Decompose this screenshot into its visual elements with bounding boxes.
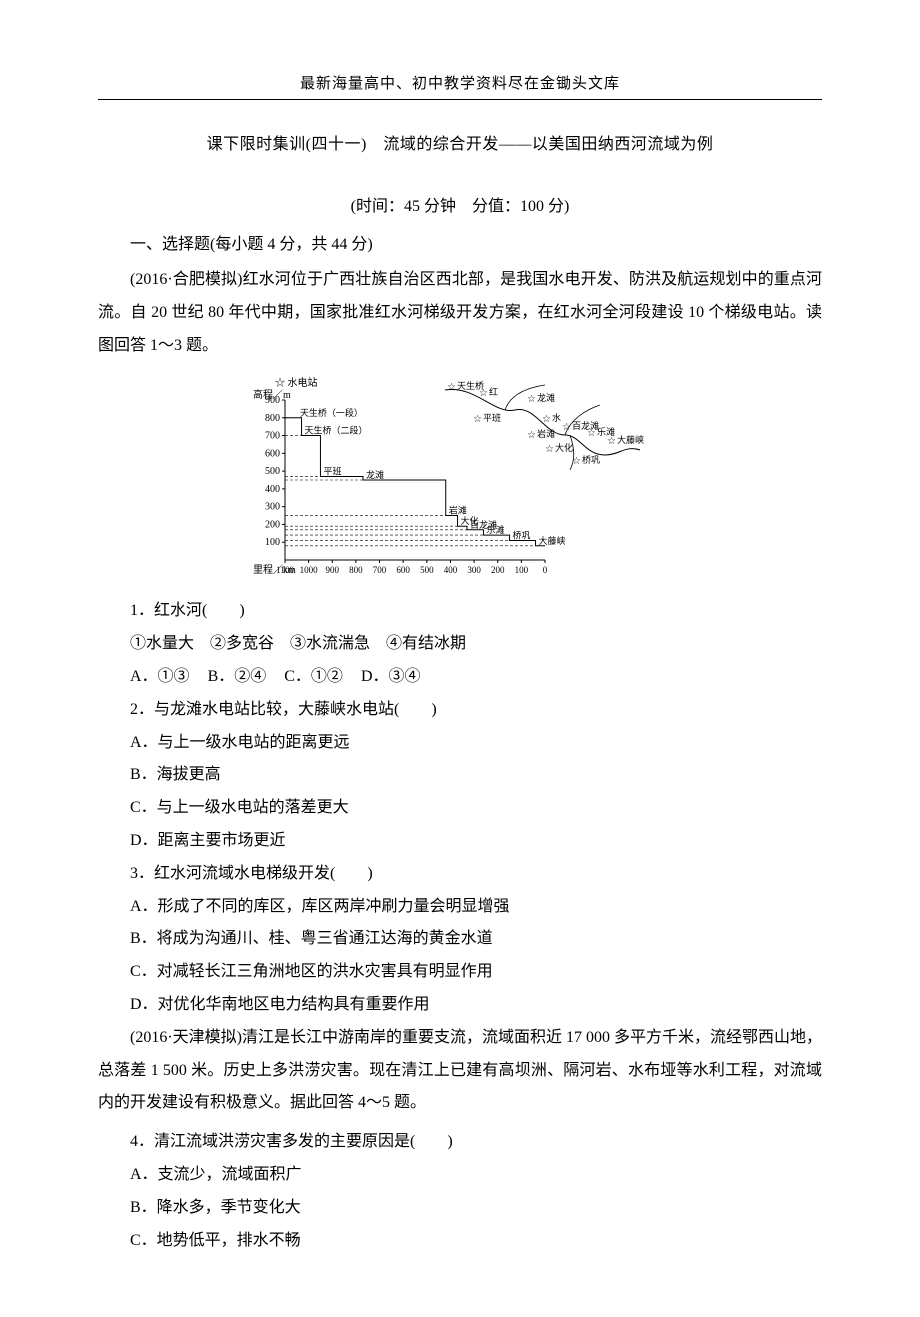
q3-opt-c: C．对减轻长江三角洲地区的洪水灾害具有明显作用 (98, 956, 822, 989)
svg-text:红: 红 (489, 386, 498, 397)
svg-text:700: 700 (373, 565, 387, 575)
svg-text:☆: ☆ (479, 388, 488, 399)
svg-text:400: 400 (444, 565, 458, 575)
q2-opt-d: D．距离主要市场更近 (98, 825, 822, 858)
svg-text:☆: ☆ (527, 430, 536, 441)
q1-items: ①水量大 ②多宽谷 ③水流湍急 ④有结冰期 (98, 628, 822, 661)
q4-opt-c: C．地势低平，排水不畅 (98, 1225, 822, 1258)
svg-text:900: 900 (265, 395, 280, 406)
svg-text:500: 500 (420, 565, 434, 575)
q3-opt-b: B．将成为沟通川、桂、粤三省通江达海的黄金水道 (98, 923, 822, 956)
svg-text:☆: ☆ (447, 382, 456, 393)
doc-title: 课下限时集训(四十一) 流域的综合开发——以美国田纳西河流域为例 (98, 130, 822, 154)
svg-text:300: 300 (265, 502, 280, 513)
svg-text:里程／km: 里程／km (253, 564, 296, 576)
svg-text:100: 100 (515, 565, 529, 575)
passage-2: (2016·天津模拟)清江是长江中游南岸的重要支流，流域面积近 17 000 多… (98, 1022, 822, 1120)
section-heading: 一、选择题(每小题 4 分，共 44 分) (98, 230, 822, 254)
svg-text:大藤峡: 大藤峡 (539, 535, 566, 546)
q4-opt-a: A．支流少，流域面积广 (98, 1159, 822, 1192)
q2-opt-b: B．海拔更高 (98, 759, 822, 792)
svg-text:天生桥（一段）: 天生桥（一段） (300, 407, 363, 418)
svg-text:乐滩: 乐滩 (487, 525, 505, 536)
q1-opt-a: A．①③ (130, 668, 190, 685)
time-info: (时间：45 分钟 分值：100 分) (98, 192, 822, 216)
q1-stem: 1．红水河( ) (98, 595, 822, 628)
q3-opt-d: D．对优化华南地区电力结构具有重要作用 (98, 989, 822, 1022)
svg-text:400: 400 (265, 484, 280, 495)
svg-text:100: 100 (265, 538, 280, 549)
svg-text:☆: ☆ (542, 414, 551, 425)
figure-1: ☆ 水电站高程／m1002003004005006007008009001100… (98, 370, 822, 585)
q2-opt-a: A．与上一级水电站的距离更远 (98, 727, 822, 760)
svg-text:☆: ☆ (572, 456, 581, 467)
q3-stem: 3．红水河流域水电梯级开发( ) (98, 858, 822, 891)
page-header: 最新海量高中、初中教学资料尽在金锄头文库 (98, 72, 822, 100)
q4-opt-b: B．降水多，季节变化大 (98, 1192, 822, 1225)
q1-opt-d: D．③④ (361, 668, 421, 685)
svg-text:☆ 水电站: ☆ 水电站 (275, 376, 318, 389)
svg-text:龙滩: 龙滩 (537, 392, 555, 403)
svg-text:☆: ☆ (562, 422, 571, 433)
svg-text:大藤峡: 大藤峡 (617, 434, 644, 445)
svg-text:800: 800 (265, 413, 280, 424)
elevation-chart: ☆ 水电站高程／m1002003004005006007008009001100… (245, 370, 675, 580)
svg-text:☆: ☆ (607, 436, 616, 447)
svg-text:水: 水 (552, 412, 561, 423)
svg-text:500: 500 (265, 467, 280, 478)
svg-text:☆: ☆ (527, 394, 536, 405)
passage-1: (2016·合肥模拟)红水河位于广西壮族自治区西北部，是我国水电开发、防洪及航运… (98, 264, 822, 362)
q2-stem: 2．与龙滩水电站比较，大藤峡水电站( ) (98, 694, 822, 727)
svg-text:大化: 大化 (555, 442, 573, 453)
svg-text:0: 0 (543, 565, 548, 575)
svg-text:200: 200 (491, 565, 505, 575)
svg-text:平班: 平班 (483, 412, 501, 423)
svg-text:300: 300 (467, 565, 481, 575)
svg-text:700: 700 (265, 431, 280, 442)
svg-text:龙滩: 龙滩 (366, 469, 384, 480)
svg-text:岩滩: 岩滩 (537, 428, 555, 439)
q3-opt-a: A．形成了不同的库区，库区两岸冲刷力量会明显增强 (98, 891, 822, 924)
q1-options: A．①③ B．②④ C．①② D．③④ (98, 661, 822, 694)
svg-text:600: 600 (396, 565, 410, 575)
svg-text:桥巩: 桥巩 (582, 454, 600, 465)
svg-text:岩滩: 岩滩 (449, 505, 467, 516)
q2-opt-c: C．与上一级水电站的落差更大 (98, 792, 822, 825)
svg-text:900: 900 (326, 565, 340, 575)
svg-text:600: 600 (265, 449, 280, 460)
svg-text:平班: 平班 (323, 466, 341, 477)
svg-text:☆: ☆ (545, 444, 554, 455)
svg-text:天生桥（二段）: 天生桥（二段） (305, 425, 368, 436)
q1-opt-c: C．①② (284, 668, 343, 685)
svg-text:桥巩: 桥巩 (513, 530, 531, 541)
svg-text:☆: ☆ (473, 414, 482, 425)
svg-text:800: 800 (349, 565, 363, 575)
svg-text:☆: ☆ (587, 428, 596, 439)
svg-text:1000: 1000 (300, 565, 319, 575)
q1-opt-b: B．②④ (208, 668, 267, 685)
svg-text:200: 200 (265, 520, 280, 531)
q4-stem: 4．清江流域洪涝灾害多发的主要原因是( ) (98, 1126, 822, 1159)
